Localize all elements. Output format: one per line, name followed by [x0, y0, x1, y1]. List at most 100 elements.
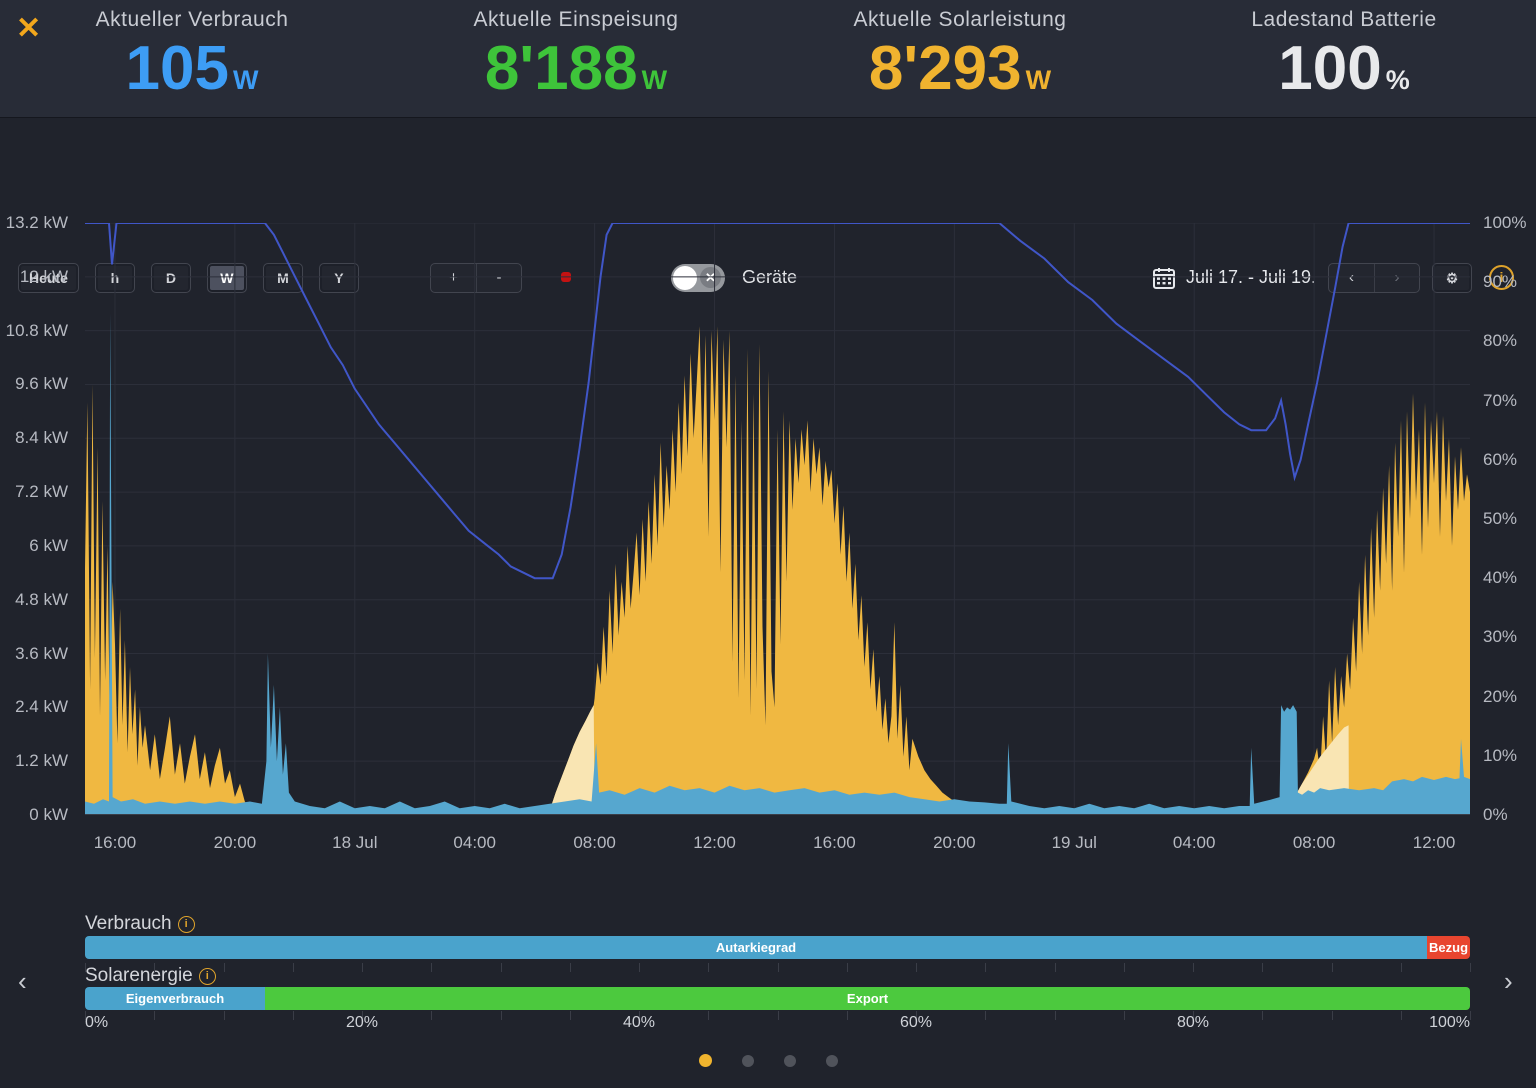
y-right-tick: 60% — [1483, 449, 1518, 469]
toggle-x-icon: ✕ — [700, 267, 721, 288]
y-right-tick: 80% — [1483, 331, 1518, 351]
y-right-tick: 50% — [1483, 509, 1518, 528]
stat-label: Aktuelle Solarleistung — [853, 8, 1067, 31]
stat-unit: % — [1385, 65, 1410, 95]
range-button-d[interactable]: D — [150, 263, 191, 293]
percent-axis-label: 40% — [622, 1014, 656, 1031]
solar-area — [85, 326, 1470, 815]
y-left-tick: 9.6 kW — [15, 374, 68, 394]
page-dot-3[interactable] — [825, 1055, 838, 1067]
x-axis-tick: 04:00 — [1172, 833, 1216, 852]
x-axis-tick: 08:00 — [573, 833, 616, 852]
scroll-right-icon[interactable]: › — [1504, 966, 1513, 996]
axis-tick — [223, 963, 225, 972]
bar-segment-export: Export — [265, 987, 1470, 1010]
axis-tick — [916, 1011, 917, 1020]
header-bar: ✕ Aktueller Verbrauch 105 W Aktuelle Einspe… — [0, 0, 1536, 118]
energy-chart-canvas[interactable] — [85, 223, 1470, 815]
y-left-tick: 0 kW — [29, 805, 68, 824]
y-right-tick: 10% — [1483, 745, 1518, 765]
info-icon[interactable]: i — [177, 916, 195, 933]
y-left-tick: 7.2 kW — [15, 482, 68, 502]
y-right-tick: 20% — [1483, 686, 1518, 706]
percent-axis-label: 80% — [1176, 1014, 1210, 1031]
y-left-tick: 2.4 kW — [15, 697, 68, 717]
axis-tick — [292, 963, 294, 972]
stat-card: Ladestand Batterie 100% — [1152, 0, 1536, 118]
next-period-button[interactable]: › — [1374, 264, 1419, 292]
axis-tick — [569, 1011, 571, 1020]
y-right-tick: 30% — [1483, 627, 1518, 647]
y-left-tick: 10.8 kW — [5, 320, 68, 340]
page-dot-0[interactable] — [698, 1054, 712, 1067]
y-left-tick: 1.2 kW — [15, 751, 68, 771]
axis-tick — [1470, 1011, 1471, 1020]
axis-tick — [985, 1011, 987, 1020]
stat-unit: W — [641, 65, 668, 95]
y-left-tick: 8.4 kW — [15, 428, 68, 448]
percent-axis-label: 100% — [1429, 1014, 1470, 1031]
x-axis-tick: 20:00 — [213, 833, 257, 852]
summary-row-label: Solarenergie i — [85, 965, 216, 987]
axis-tick — [708, 963, 710, 972]
axis-tick — [846, 1011, 848, 1020]
axis-tick — [916, 963, 917, 972]
toggle-knob — [673, 266, 697, 290]
axis-tick — [223, 1011, 225, 1020]
prev-period-button[interactable]: ‹ — [1349, 269, 1354, 286]
percent-axis-label: 60% — [899, 1014, 933, 1031]
zoom-out-button[interactable]: - — [476, 264, 521, 292]
axis-tick — [1123, 1011, 1125, 1020]
axis-tick — [1193, 963, 1194, 972]
stat-value: 8'188 W — [484, 34, 668, 103]
axis-tick — [777, 963, 779, 972]
page-dot-2[interactable] — [783, 1055, 796, 1067]
devices-toggle[interactable]: ✕ — [671, 264, 725, 292]
x-axis-tick: 16:00 — [93, 833, 137, 852]
stat-value: 105 W — [125, 34, 259, 103]
y-left-tick: 12 kW — [19, 266, 68, 286]
info-icon[interactable]: i — [1489, 265, 1514, 290]
axis-tick — [292, 1011, 294, 1020]
bar-segment-autarkiegrad: Autarkiegrad — [85, 936, 1428, 959]
range-button-y[interactable]: Y — [318, 263, 359, 293]
page-dot-1[interactable] — [741, 1055, 754, 1067]
axis-tick — [846, 963, 848, 972]
settings-gear-icon[interactable]: ⚙ — [1432, 263, 1472, 293]
calendar-icon[interactable] — [1152, 266, 1176, 290]
x-axis-tick: 12:00 — [693, 833, 736, 852]
percent-ticks-upper — [85, 963, 1471, 972]
range-button-w[interactable]: W — [206, 263, 247, 293]
zoom-in-button[interactable]: + — [449, 269, 458, 286]
stat-card: Aktuelle Solarleistung 8'293 W — [768, 0, 1152, 118]
axis-tick — [985, 963, 987, 972]
scroll-left-icon[interactable]: ‹ — [18, 966, 27, 996]
bar-segment-eigenverbrauch: Eigenverbrauch — [85, 987, 266, 1010]
summary-row-label: Verbrauch i — [85, 913, 195, 935]
axis-tick — [1123, 963, 1125, 972]
y-right-tick: 0% — [1483, 805, 1508, 824]
y-right-tick: 40% — [1483, 568, 1518, 588]
axis-tick — [1054, 1011, 1056, 1020]
close-icon[interactable]: ✕ — [16, 12, 42, 45]
info-icon[interactable]: i — [198, 968, 216, 985]
y-right-tick: 100% — [1483, 213, 1527, 232]
axis-tick — [1331, 1011, 1333, 1020]
axis-tick — [1400, 963, 1402, 972]
y-right-tick: 90% — [1483, 272, 1518, 292]
stat-label: Aktuelle Einspeisung — [473, 8, 679, 31]
y-left-tick: 3.6 kW — [15, 643, 68, 663]
axis-tick — [1054, 963, 1056, 972]
stat-label: Ladestand Batterie — [1251, 8, 1437, 31]
axis-tick — [569, 963, 571, 972]
summary-bar: Autarkiegrad Bezug — [85, 936, 1470, 959]
range-button-heute[interactable]: Heute — [18, 263, 79, 293]
axis-tick — [708, 1011, 710, 1020]
axis-tick — [639, 963, 640, 972]
axis-tick — [85, 963, 86, 972]
axis-tick — [362, 1011, 363, 1020]
axis-tick — [1331, 963, 1333, 972]
bar-segment-bezug: Bezug — [1427, 936, 1470, 959]
summary-bar: Eigenverbrauch Export — [85, 987, 1470, 1010]
stats-row: Aktueller Verbrauch 105 W Aktuelle Einspeis… — [0, 0, 1536, 118]
